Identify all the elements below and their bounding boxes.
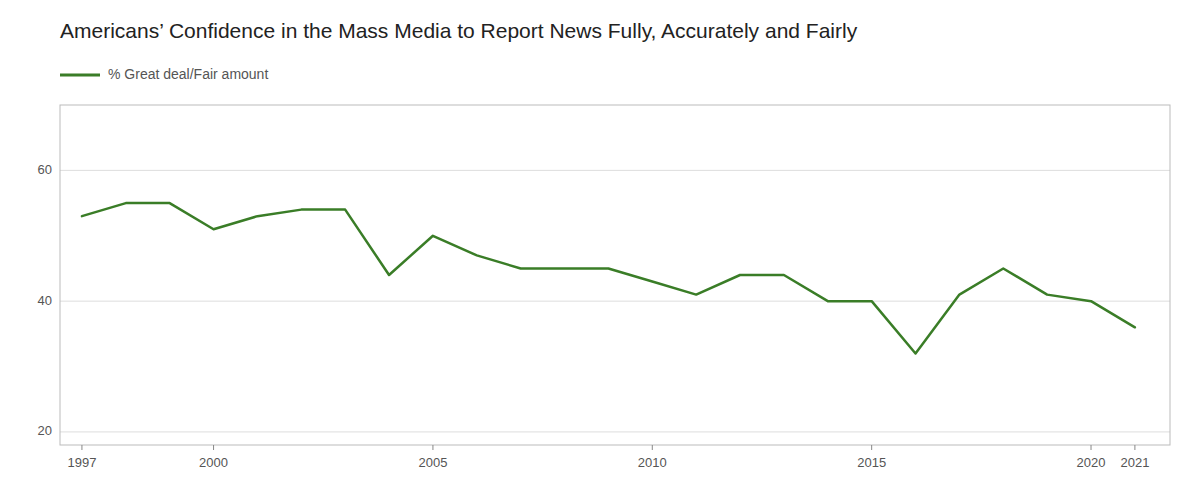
- x-tick: [213, 445, 214, 450]
- legend-label: % Great deal/Fair amount: [108, 66, 268, 82]
- y-gridline: [60, 301, 1170, 302]
- chart-svg: Americans’ Confidence in the Mass Media …: [0, 0, 1200, 500]
- legend-swatch: [60, 74, 100, 77]
- x-tick: [1091, 445, 1092, 450]
- x-tick-label: 2000: [199, 455, 228, 470]
- x-tick-label: 2020: [1077, 455, 1106, 470]
- x-tick: [652, 445, 653, 450]
- x-tick: [871, 445, 872, 450]
- x-tick-label: 1997: [67, 455, 96, 470]
- x-tick-label: 2010: [638, 455, 667, 470]
- y-gridline: [60, 431, 1170, 432]
- plot-frame: [60, 105, 1170, 445]
- x-tick: [1134, 445, 1135, 450]
- y-tick-label: 40: [38, 293, 52, 308]
- chart-container: Americans’ Confidence in the Mass Media …: [0, 0, 1200, 500]
- x-tick: [432, 445, 433, 450]
- marks: [82, 203, 1135, 353]
- x-tick-label: 2015: [857, 455, 886, 470]
- y-tick-label: 20: [38, 423, 52, 438]
- x-tick: [81, 445, 82, 450]
- grid: [60, 170, 1170, 432]
- series-line: [82, 203, 1135, 353]
- legend: % Great deal/Fair amount: [60, 66, 268, 82]
- chart-title: Americans’ Confidence in the Mass Media …: [60, 19, 858, 42]
- y-gridline: [60, 170, 1170, 171]
- x-tick-label: 2005: [418, 455, 447, 470]
- y-tick-label: 60: [38, 162, 52, 177]
- x-tick-label: 2021: [1120, 455, 1149, 470]
